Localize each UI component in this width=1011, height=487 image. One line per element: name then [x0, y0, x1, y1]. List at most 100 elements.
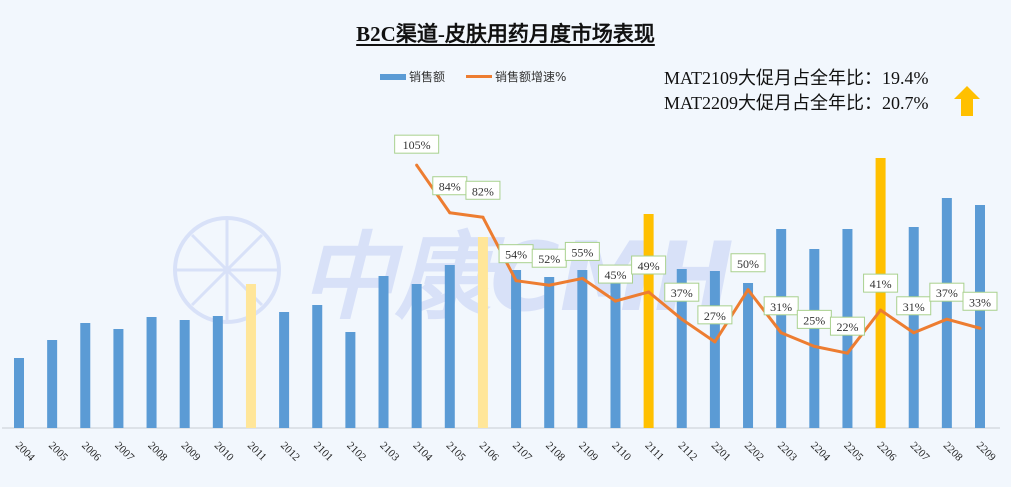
x-tick-label: 2111	[642, 440, 665, 463]
data-label-2201: 27%	[704, 309, 726, 323]
bar-2012	[279, 312, 290, 428]
data-label-2109: 55%	[571, 245, 593, 259]
data-label-2208: 37%	[936, 286, 958, 300]
growth-point-2105	[448, 211, 452, 215]
note-mat2109: MAT2109大促月占全年比：19.4%	[664, 68, 929, 88]
legend-label: 销售额增速%	[495, 70, 567, 84]
growth-point-2202	[746, 288, 750, 292]
bar-2008	[146, 317, 157, 428]
growth-point-2208	[945, 317, 949, 321]
bar-2105	[444, 265, 455, 428]
data-label-box	[962, 291, 998, 311]
data-label-box	[631, 255, 667, 275]
bar-2207	[908, 227, 919, 428]
data-label-2206: 41%	[870, 277, 892, 291]
x-tick-label: 2209	[974, 440, 998, 464]
bar-2204	[809, 249, 820, 428]
data-label-2112: 37%	[671, 286, 693, 300]
growth-point-2111	[647, 290, 651, 294]
x-tick-label: 2012	[278, 440, 302, 464]
note-mat2209: MAT2209大促月占全年比：20.7%	[664, 93, 929, 113]
data-label-box	[465, 180, 501, 200]
data-label-box	[394, 134, 440, 154]
growth-point-2207	[912, 331, 916, 335]
data-label-box	[829, 316, 865, 336]
bar-2009	[179, 320, 190, 428]
data-label-2105: 84%	[439, 180, 461, 194]
x-tick-label: 2109	[576, 440, 600, 464]
x-tick-label: 2009	[179, 440, 203, 464]
growth-point-2104	[415, 163, 419, 167]
data-label-box	[896, 296, 932, 316]
bar-2102	[345, 332, 356, 428]
data-label-box	[664, 282, 700, 302]
x-tick-label: 2204	[808, 440, 832, 464]
growth-point-2206	[879, 308, 883, 312]
legend-swatch-line	[466, 75, 492, 78]
data-label-2205: 22%	[836, 320, 858, 334]
data-label-2111: 49%	[638, 259, 660, 273]
x-tick-label: 2005	[46, 440, 70, 464]
legend-item-growth: 销售额增速%	[466, 68, 566, 85]
x-tick-label: 2010	[212, 440, 236, 464]
growth-point-2205	[845, 351, 849, 355]
data-label-2110: 45%	[604, 268, 626, 282]
bar-2112	[676, 269, 687, 428]
bar-2209	[975, 205, 985, 428]
bar-2007	[113, 329, 124, 428]
x-tick-label: 2203	[775, 440, 799, 464]
bar-2011	[245, 284, 256, 428]
x-tick-label: 2105	[444, 440, 468, 464]
x-tick-label: 2208	[941, 440, 965, 464]
x-tick-label: 2004	[13, 440, 37, 464]
bar-2106	[477, 237, 488, 428]
x-tick-label: 2107	[510, 440, 534, 464]
bar-2201	[709, 271, 720, 428]
x-tick-label: 2106	[477, 440, 501, 464]
data-label-box	[564, 241, 600, 261]
bar-2109	[577, 270, 588, 428]
growth-line	[415, 164, 981, 355]
bar-2206	[875, 158, 886, 428]
bar-2103	[378, 276, 389, 428]
bar-2107	[511, 270, 522, 428]
data-label-2202: 50%	[737, 257, 759, 271]
growth-point-2112	[680, 317, 684, 321]
bar-2004	[14, 358, 24, 428]
growth-point-2209	[978, 326, 982, 330]
x-tick-label: 2108	[543, 440, 567, 464]
data-label-2204: 25%	[803, 313, 825, 327]
x-tick-label: 2103	[377, 440, 401, 464]
legend-item-sales: 销售额	[380, 68, 445, 85]
x-tick-label: 2110	[609, 440, 633, 464]
bar-2208	[941, 198, 952, 428]
growth-point-2108	[547, 283, 551, 287]
growth-point-2201	[713, 340, 717, 344]
bar-2006	[80, 323, 91, 428]
data-label-2203: 31%	[770, 300, 792, 314]
legend-label: 销售额	[409, 70, 446, 84]
x-tick-label: 2104	[411, 440, 435, 464]
bar-2010	[212, 316, 223, 428]
bar-2104	[411, 284, 422, 428]
chart-title: B2C渠道-皮肤用药月度市场表现	[356, 22, 655, 46]
x-tick-label: 2202	[742, 440, 766, 464]
growth-point-2109	[580, 276, 584, 280]
bar-2202	[743, 283, 754, 428]
x-tick-label: 2008	[145, 440, 169, 464]
x-tick-label: 2011	[245, 440, 269, 464]
data-label-box	[763, 296, 799, 316]
growth-point-2204	[812, 344, 816, 348]
growth-point-2203	[779, 331, 783, 335]
data-label-2104: 105%	[403, 138, 431, 152]
x-tick-label: 2101	[311, 440, 335, 464]
data-label-box	[863, 273, 899, 293]
x-tick-label: 2007	[112, 440, 136, 464]
bar-2005	[47, 340, 58, 428]
bar-2111	[643, 214, 654, 428]
data-label-2209: 33%	[969, 295, 991, 309]
x-tick-label: 2201	[709, 440, 733, 464]
x-tick-label: 2006	[79, 440, 103, 464]
x-tick-label: 2112	[676, 440, 700, 464]
